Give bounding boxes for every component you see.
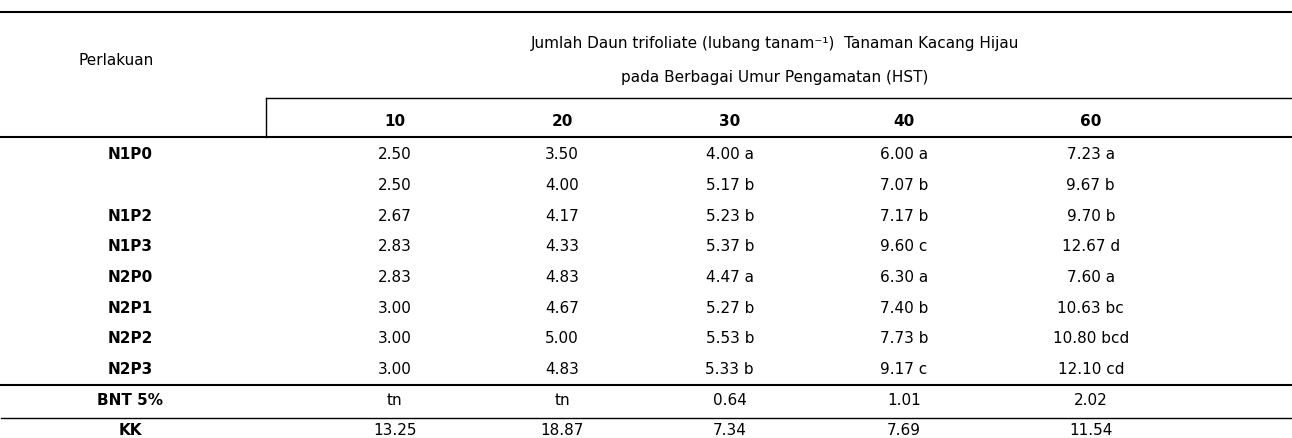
- Text: 4.33: 4.33: [545, 239, 579, 254]
- Text: 9.17 c: 9.17 c: [880, 362, 928, 377]
- Text: 4.17: 4.17: [545, 208, 579, 224]
- Text: tn: tn: [386, 393, 402, 408]
- Text: N2P1: N2P1: [107, 301, 152, 316]
- Text: 3.00: 3.00: [377, 332, 412, 346]
- Text: 7.23 a: 7.23 a: [1067, 147, 1115, 162]
- Text: 5.00: 5.00: [545, 332, 579, 346]
- Text: Perlakuan: Perlakuan: [79, 53, 154, 68]
- Text: N1P0: N1P0: [107, 147, 152, 162]
- Text: 10.63 bc: 10.63 bc: [1057, 301, 1124, 316]
- Text: 4.00 a: 4.00 a: [705, 147, 753, 162]
- Text: 4.83: 4.83: [545, 362, 579, 377]
- Text: 10.80 bcd: 10.80 bcd: [1053, 332, 1129, 346]
- Text: 20: 20: [552, 114, 572, 129]
- Text: N2P0: N2P0: [107, 270, 152, 285]
- Text: N1P3: N1P3: [107, 239, 152, 254]
- Text: 13.25: 13.25: [373, 424, 416, 438]
- Text: 2.50: 2.50: [377, 147, 411, 162]
- Text: 3.00: 3.00: [377, 301, 412, 316]
- Text: 10: 10: [384, 114, 406, 129]
- Text: N1P2: N1P2: [107, 208, 152, 224]
- Text: 11.54: 11.54: [1068, 424, 1112, 438]
- Text: 12.10 cd: 12.10 cd: [1058, 362, 1124, 377]
- Text: 5.17 b: 5.17 b: [705, 178, 755, 193]
- Text: 7.69: 7.69: [886, 424, 921, 438]
- Text: 6.00 a: 6.00 a: [880, 147, 928, 162]
- Text: 7.17 b: 7.17 b: [880, 208, 928, 224]
- Text: 60: 60: [1080, 114, 1102, 129]
- Text: tn: tn: [554, 393, 570, 408]
- Text: 9.60 c: 9.60 c: [880, 239, 928, 254]
- Text: 5.27 b: 5.27 b: [705, 301, 755, 316]
- Text: 0.64: 0.64: [713, 393, 747, 408]
- Text: N2P3: N2P3: [107, 362, 152, 377]
- Text: KK: KK: [119, 424, 142, 438]
- Text: 7.60 a: 7.60 a: [1067, 270, 1115, 285]
- Text: 4.00: 4.00: [545, 178, 579, 193]
- Text: 4.67: 4.67: [545, 301, 579, 316]
- Text: 1.01: 1.01: [888, 393, 921, 408]
- Text: 6.30 a: 6.30 a: [880, 270, 928, 285]
- Text: 2.02: 2.02: [1074, 393, 1107, 408]
- Text: 7.40 b: 7.40 b: [880, 301, 928, 316]
- Text: 9.67 b: 9.67 b: [1066, 178, 1115, 193]
- Text: 18.87: 18.87: [540, 424, 584, 438]
- Text: 12.67 d: 12.67 d: [1062, 239, 1120, 254]
- Text: 7.34: 7.34: [713, 424, 747, 438]
- Text: 2.83: 2.83: [377, 270, 412, 285]
- Text: 9.70 b: 9.70 b: [1066, 208, 1115, 224]
- Text: 2.67: 2.67: [377, 208, 412, 224]
- Text: 7.07 b: 7.07 b: [880, 178, 928, 193]
- Text: 3.50: 3.50: [545, 147, 579, 162]
- Text: 3.00: 3.00: [377, 362, 412, 377]
- Text: 5.37 b: 5.37 b: [705, 239, 755, 254]
- Text: pada Berbagai Umur Pengamatan (HST): pada Berbagai Umur Pengamatan (HST): [621, 70, 929, 85]
- Text: 30: 30: [720, 114, 740, 129]
- Text: 7.73 b: 7.73 b: [880, 332, 928, 346]
- Text: 2.50: 2.50: [377, 178, 411, 193]
- Text: Jumlah Daun trifoliate (lubang tanam⁻¹)  Tanaman Kacang Hijau: Jumlah Daun trifoliate (lubang tanam⁻¹) …: [531, 36, 1019, 51]
- Text: N2P2: N2P2: [107, 332, 152, 346]
- Text: 2.83: 2.83: [377, 239, 412, 254]
- Text: 5.33 b: 5.33 b: [705, 362, 755, 377]
- Text: 4.47 a: 4.47 a: [705, 270, 753, 285]
- Text: 40: 40: [893, 114, 915, 129]
- Text: 5.53 b: 5.53 b: [705, 332, 755, 346]
- Text: 5.23 b: 5.23 b: [705, 208, 755, 224]
- Text: 4.83: 4.83: [545, 270, 579, 285]
- Text: BNT 5%: BNT 5%: [97, 393, 163, 408]
